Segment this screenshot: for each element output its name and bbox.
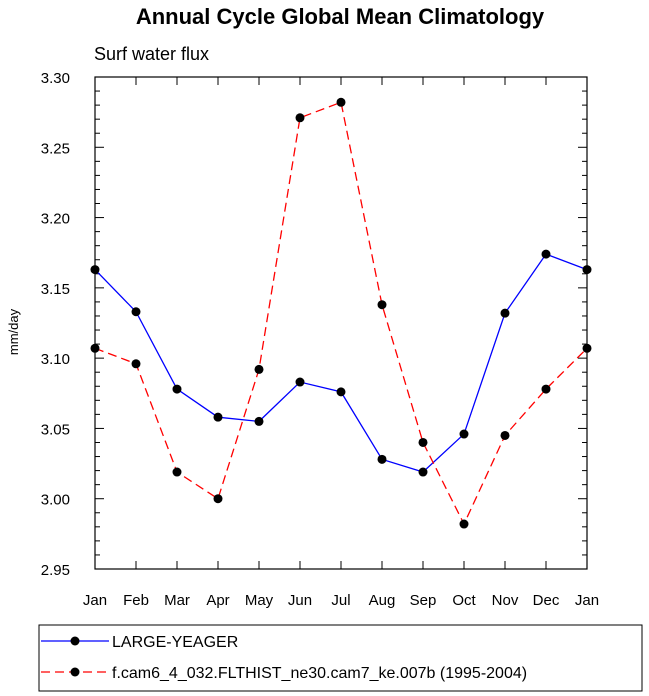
x-tick-label: Sep	[410, 592, 437, 609]
series-1-point	[541, 249, 551, 259]
x-tick-label: Jan	[575, 592, 599, 609]
x-tick-label: Oct	[452, 592, 476, 609]
series-2-point	[418, 437, 428, 447]
y-axis-label: mm/day	[6, 308, 21, 355]
series-1-point	[131, 307, 141, 317]
series-line-2	[94, 101, 588, 526]
plot-frame	[94, 76, 588, 570]
y-tick-label: 3.05	[41, 421, 70, 438]
series-1-point	[172, 384, 182, 394]
series-1-point	[459, 429, 469, 439]
legend-label-1: LARGE-YEAGER	[112, 634, 238, 651]
y-tick-label: 3.10	[41, 351, 70, 368]
series-2-point	[500, 430, 510, 440]
series-1-point	[90, 265, 100, 275]
series-2-point	[295, 113, 305, 123]
x-tick-label: May	[245, 592, 274, 609]
x-tick-label: Mar	[164, 592, 190, 609]
y-tick-label: 2.95	[41, 562, 70, 579]
series-2-point	[90, 343, 100, 353]
series-2-point	[377, 300, 387, 310]
x-tick-label: Feb	[123, 592, 149, 609]
series-2-point	[541, 384, 551, 394]
x-tick-label: Jul	[331, 592, 350, 609]
y-tick-label: 3.00	[41, 492, 70, 509]
series-2-point	[582, 343, 592, 353]
legend-box	[38, 624, 643, 692]
x-tick-label: Jun	[288, 592, 312, 609]
x-tick-label: Dec	[533, 592, 560, 609]
x-tick-label: Apr	[206, 592, 229, 609]
series-1-point	[582, 265, 592, 275]
y-tick-label: 3.30	[41, 70, 70, 87]
series-1-point	[418, 467, 428, 477]
legend-label-2: f.cam6_4_032.FLTHIST_ne30.cam7_ke.007b (…	[112, 665, 527, 682]
x-tick-label: Jan	[83, 592, 107, 609]
series-2-point	[213, 494, 223, 504]
y-tick-label: 3.20	[41, 211, 70, 228]
series-2-point	[254, 364, 264, 374]
x-tick-label: Aug	[369, 592, 396, 609]
plot-area: Jan Feb Mar Apr May Jun Jul Aug Sep Oct Nov Dec Jan 2…	[41, 70, 599, 609]
series-1-point	[377, 454, 387, 464]
series-2-point	[336, 97, 346, 107]
series-1-point	[295, 377, 305, 387]
series-1-point	[213, 412, 223, 422]
series-2-point	[131, 359, 141, 369]
legend: LARGE-YEAGER f.cam6_4_032.FLTHIST_ne30.ca…	[38, 624, 643, 692]
y-tick-label: 3.15	[41, 281, 70, 298]
series-1-point	[336, 387, 346, 397]
series-2-point	[459, 519, 469, 529]
chart-subtitle: Surf water flux	[94, 44, 209, 64]
chart-title: Annual Cycle Global Mean Climatology	[136, 4, 545, 29]
series-2-point	[172, 467, 182, 477]
y-tick-label: 3.25	[41, 140, 70, 157]
legend-marker-2	[70, 667, 80, 677]
legend-marker-1	[70, 636, 80, 646]
series-line-1	[94, 253, 588, 473]
series-1-point	[500, 308, 510, 318]
x-tick-label: Nov	[492, 592, 519, 609]
series-1-point	[254, 416, 264, 426]
